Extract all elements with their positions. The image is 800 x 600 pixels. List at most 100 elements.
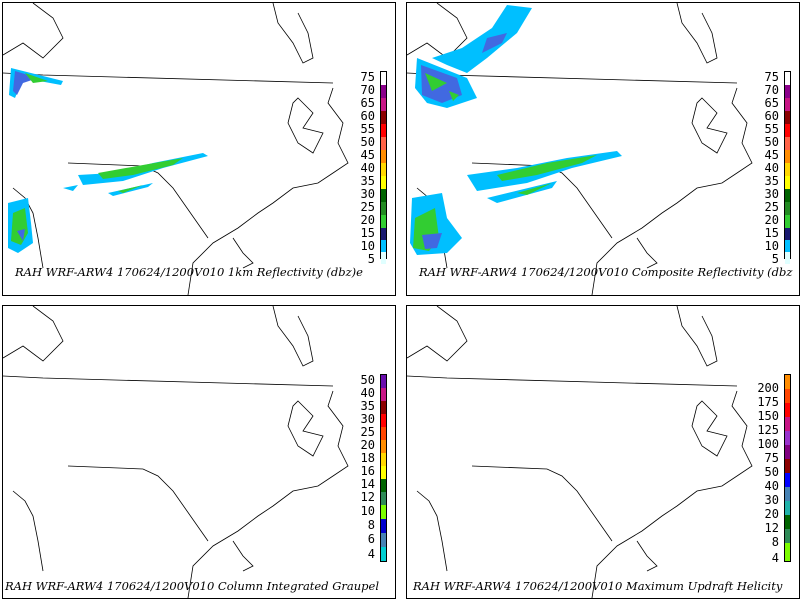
radar-echoes bbox=[410, 5, 622, 255]
state-border-nc-sc bbox=[67, 465, 209, 542]
scale-label: 30 bbox=[360, 412, 375, 426]
coast-south bbox=[232, 540, 254, 572]
radar-echoes bbox=[8, 68, 208, 253]
scale-label: 65 bbox=[764, 96, 779, 110]
scale-label: 20 bbox=[360, 213, 375, 227]
scale-label: 40 bbox=[360, 386, 375, 400]
scale-label: 200 bbox=[757, 381, 779, 395]
scale-label: 6 bbox=[367, 532, 375, 546]
scale-label: 25 bbox=[360, 425, 375, 439]
scale-label: 30 bbox=[764, 493, 779, 507]
scale-label: 30 bbox=[764, 187, 779, 201]
panel-column-integrated-graupel: RAH WRF-ARW4 170624/1200V010 Column Inte… bbox=[2, 305, 396, 599]
map-basemap bbox=[3, 306, 349, 598]
scale-label: 20 bbox=[764, 507, 779, 521]
chesapeake-coast bbox=[676, 3, 718, 64]
scale-label: 30 bbox=[360, 187, 375, 201]
county-line-a bbox=[3, 3, 64, 59]
chesapeake-coast bbox=[676, 306, 718, 367]
scale-label: 50 bbox=[764, 135, 779, 149]
scale-label: 25 bbox=[360, 200, 375, 214]
state-border-va-nc bbox=[407, 375, 738, 387]
scale-label: 75 bbox=[764, 451, 779, 465]
scale-label: 5 bbox=[771, 252, 779, 266]
scale-label: 35 bbox=[764, 174, 779, 188]
color-scale-bar bbox=[380, 71, 387, 264]
nc-coast bbox=[187, 390, 349, 598]
scale-label: 4 bbox=[771, 551, 779, 565]
panel-1km-reflectivity: RAH WRF-ARW4 170624/1200V010 1km Reflect… bbox=[2, 2, 396, 296]
scale-label: 100 bbox=[757, 437, 779, 451]
scale-label: 14 bbox=[360, 477, 375, 491]
nc-coast bbox=[591, 390, 753, 598]
coast-south bbox=[636, 237, 658, 269]
panel-maximum-updraft-helicity: RAH WRF-ARW4 170624/1200V010 Maximum Upd… bbox=[406, 305, 800, 599]
state-border-nc-sc bbox=[67, 162, 209, 239]
coast-south bbox=[232, 237, 254, 269]
scale-label: 55 bbox=[360, 122, 375, 136]
county-line-a bbox=[407, 306, 468, 362]
scale-label: 4 bbox=[367, 547, 375, 561]
scale-label: 175 bbox=[757, 395, 779, 409]
scale-label: 10 bbox=[360, 504, 375, 518]
scale-label: 10 bbox=[360, 239, 375, 253]
scale-label: 65 bbox=[360, 96, 375, 110]
scale-label: 16 bbox=[360, 464, 375, 478]
state-border-west bbox=[12, 490, 44, 572]
scale-label: 20 bbox=[764, 213, 779, 227]
scale-label: 40 bbox=[764, 161, 779, 175]
scale-label: 10 bbox=[764, 239, 779, 253]
scale-label: 12 bbox=[360, 490, 375, 504]
map-basemap bbox=[3, 3, 349, 295]
panel-caption: RAH WRF-ARW4 170624/1200V010 Maximum Upd… bbox=[413, 579, 783, 593]
state-border-west bbox=[416, 490, 448, 572]
nc-coast bbox=[187, 87, 349, 295]
scale-label: 20 bbox=[360, 438, 375, 452]
sound-outline bbox=[691, 400, 728, 457]
panel-composite-reflectivity: RAH WRF-ARW4 170624/1200V010 Composite R… bbox=[406, 2, 800, 296]
state-border-va-nc bbox=[3, 375, 334, 387]
scale-label: 60 bbox=[360, 109, 375, 123]
panel-caption: RAH WRF-ARW4 170624/1200V010 Column Inte… bbox=[5, 579, 380, 593]
scale-label: 40 bbox=[360, 161, 375, 175]
county-line-a bbox=[3, 306, 64, 362]
scale-label: 45 bbox=[764, 148, 779, 162]
scale-label: 150 bbox=[757, 409, 779, 423]
state-border-nc-sc bbox=[471, 465, 613, 542]
scale-label: 15 bbox=[764, 226, 779, 240]
state-border-west bbox=[12, 187, 44, 269]
scale-label: 35 bbox=[360, 399, 375, 413]
scale-label: 50 bbox=[360, 373, 375, 387]
county-line-a bbox=[407, 3, 468, 59]
scale-label: 70 bbox=[764, 83, 779, 97]
scale-label: 50 bbox=[360, 135, 375, 149]
panel-caption: RAH WRF-ARW4 170624/1200V010 1km Reflect… bbox=[15, 265, 363, 279]
nc-coast bbox=[591, 87, 753, 295]
chesapeake-coast bbox=[272, 3, 314, 64]
map-basemap bbox=[407, 3, 753, 295]
scale-label: 75 bbox=[360, 70, 375, 84]
map-basemap bbox=[407, 306, 753, 598]
scale-label: 125 bbox=[757, 423, 779, 437]
scale-label: 8 bbox=[771, 535, 779, 549]
sound-outline bbox=[287, 97, 324, 154]
scale-label: 55 bbox=[764, 122, 779, 136]
panel-caption: RAH WRF-ARW4 170624/1200V010 Composite R… bbox=[419, 265, 793, 279]
scale-label: 12 bbox=[764, 521, 779, 535]
scale-label: 8 bbox=[367, 518, 375, 532]
chesapeake-coast bbox=[272, 306, 314, 367]
scale-label: 50 bbox=[764, 465, 779, 479]
scale-label: 15 bbox=[360, 226, 375, 240]
scale-label: 35 bbox=[360, 174, 375, 188]
scale-label: 70 bbox=[360, 83, 375, 97]
scale-label: 45 bbox=[360, 148, 375, 162]
scale-label: 5 bbox=[367, 252, 375, 266]
scale-label: 25 bbox=[764, 200, 779, 214]
coast-south bbox=[636, 540, 658, 572]
state-border-nc-sc bbox=[471, 162, 613, 239]
color-scale-bar bbox=[784, 374, 791, 562]
sound-outline bbox=[287, 400, 324, 457]
sound-outline bbox=[691, 97, 728, 154]
scale-label: 40 bbox=[764, 479, 779, 493]
scale-label: 60 bbox=[764, 109, 779, 123]
